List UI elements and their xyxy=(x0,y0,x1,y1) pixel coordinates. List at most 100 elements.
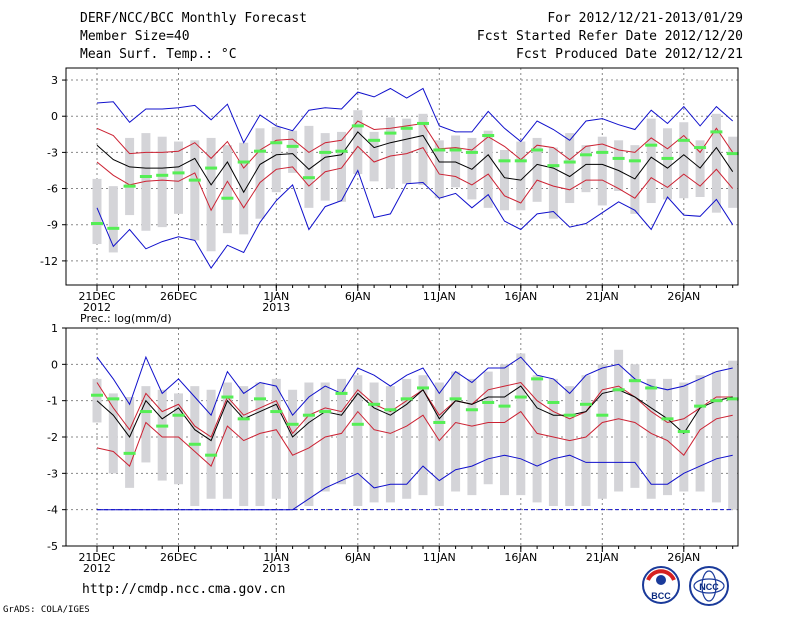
observed-mark xyxy=(498,404,511,408)
observed-mark xyxy=(726,397,739,401)
bcc-logo: BCC xyxy=(642,566,680,604)
ensemble-box xyxy=(157,136,167,228)
observed-mark xyxy=(91,393,103,397)
ensemble-box xyxy=(728,136,738,208)
observed-mark xyxy=(237,417,250,421)
observed-mark xyxy=(351,124,364,128)
max-line xyxy=(96,87,734,144)
precip-panel-label: Prec.: log(mm/d) xyxy=(80,312,172,325)
observed-mark xyxy=(107,226,120,230)
y-tick-label: -5 xyxy=(47,540,58,553)
ensemble-box xyxy=(271,378,281,499)
forecast-produced-date: Fcst Produced Date 2012/12/21 xyxy=(516,47,743,62)
observed-mark xyxy=(417,121,429,125)
x-tick-label: 21JAN xyxy=(586,290,619,303)
observed-mark xyxy=(270,141,283,145)
ensemble-box xyxy=(663,128,672,200)
ensemble-box xyxy=(548,147,558,219)
observed-mark xyxy=(726,152,739,156)
observed-mark xyxy=(645,143,658,147)
ensemble-box xyxy=(581,145,591,193)
ensemble-box xyxy=(597,136,607,206)
chart-title: DERF/NCC/BCC Monthly Forecast xyxy=(80,11,307,26)
observed-mark xyxy=(710,399,723,403)
observed-mark xyxy=(156,424,169,428)
y-tick-label: 0 xyxy=(51,110,58,123)
y-tick-label: -3 xyxy=(47,146,58,159)
observed-mark xyxy=(563,413,576,417)
observed-mark xyxy=(645,386,658,390)
observed-mark xyxy=(123,184,136,188)
observed-mark xyxy=(172,171,185,175)
ensemble-box xyxy=(646,118,656,204)
observed-mark xyxy=(661,156,674,160)
ncc-logo: NCC xyxy=(689,566,729,606)
observed-mark xyxy=(254,397,266,401)
ensemble-box xyxy=(679,382,689,492)
y-tick-label: -6 xyxy=(47,183,58,196)
observed-mark xyxy=(465,408,478,412)
ensemble-box xyxy=(92,178,102,245)
ensemble-box xyxy=(369,131,379,182)
ensemble-box xyxy=(206,137,216,252)
observed-mark xyxy=(188,442,201,446)
ensemble-box xyxy=(418,113,428,185)
observed-mark xyxy=(335,391,348,395)
ensemble-box xyxy=(320,133,330,201)
observed-mark xyxy=(302,413,315,417)
x-tick-label: 21JAN xyxy=(586,551,619,564)
observed-mark xyxy=(400,126,413,130)
observed-mark xyxy=(139,410,152,414)
ensemble-box xyxy=(385,386,395,503)
ensemble-box xyxy=(646,378,656,499)
member-size-label: Member Size=40 xyxy=(80,29,190,44)
ensemble-box xyxy=(108,186,118,253)
y-tick-label: -3 xyxy=(47,467,58,480)
x-tick-label: 16JAN xyxy=(504,551,537,564)
plot-frame xyxy=(65,67,739,286)
x-tick-label: 26DEC xyxy=(160,290,197,303)
y-tick-label: -1 xyxy=(47,395,58,408)
forecast-period: For 2012/12/21-2013/01/29 xyxy=(547,11,743,26)
ensemble-box xyxy=(157,389,167,481)
ensemble-box xyxy=(304,125,314,208)
observed-mark xyxy=(596,413,609,417)
x-tick-label: 26DEC xyxy=(160,551,197,564)
y-tick-label: -4 xyxy=(47,504,58,517)
x-tick-year-label: 2012 xyxy=(83,562,111,575)
observed-mark xyxy=(628,379,641,383)
observed-mark xyxy=(531,377,544,381)
x-tick-label: 26JAN xyxy=(667,551,700,564)
x-tick-label: 1JAN xyxy=(263,290,289,303)
ensemble-box xyxy=(337,378,346,485)
observed-mark xyxy=(237,160,250,164)
x-tick-year-label: 2013 xyxy=(262,562,290,575)
observed-mark xyxy=(596,150,609,154)
ncc-logo-text: NCC xyxy=(699,582,719,592)
observed-mark xyxy=(172,413,185,417)
observed-mark xyxy=(498,159,511,163)
ensemble-box xyxy=(369,382,379,503)
x-tick-label: 11JAN xyxy=(423,551,456,564)
ensemble-box xyxy=(483,130,493,208)
ensemble-box xyxy=(728,360,738,510)
observed-mark xyxy=(156,173,169,177)
ensemble-box xyxy=(451,135,461,188)
observed-mark xyxy=(482,134,495,138)
observed-mark xyxy=(188,178,201,182)
ensemble-box xyxy=(500,149,509,211)
observed-mark xyxy=(205,166,218,170)
ensemble-box xyxy=(255,382,265,507)
ensemble-box xyxy=(581,375,591,507)
ensemble-box xyxy=(614,140,624,191)
ensemble-box xyxy=(630,145,640,214)
source-url[interactable]: http://cmdp.ncc.cma.gov.cn xyxy=(82,582,286,597)
observed-mark xyxy=(221,196,234,200)
observed-mark xyxy=(612,388,625,392)
ensemble-box xyxy=(337,131,346,202)
ensemble-box xyxy=(711,371,721,503)
observed-mark xyxy=(368,138,381,142)
ensemble-box xyxy=(663,378,672,496)
